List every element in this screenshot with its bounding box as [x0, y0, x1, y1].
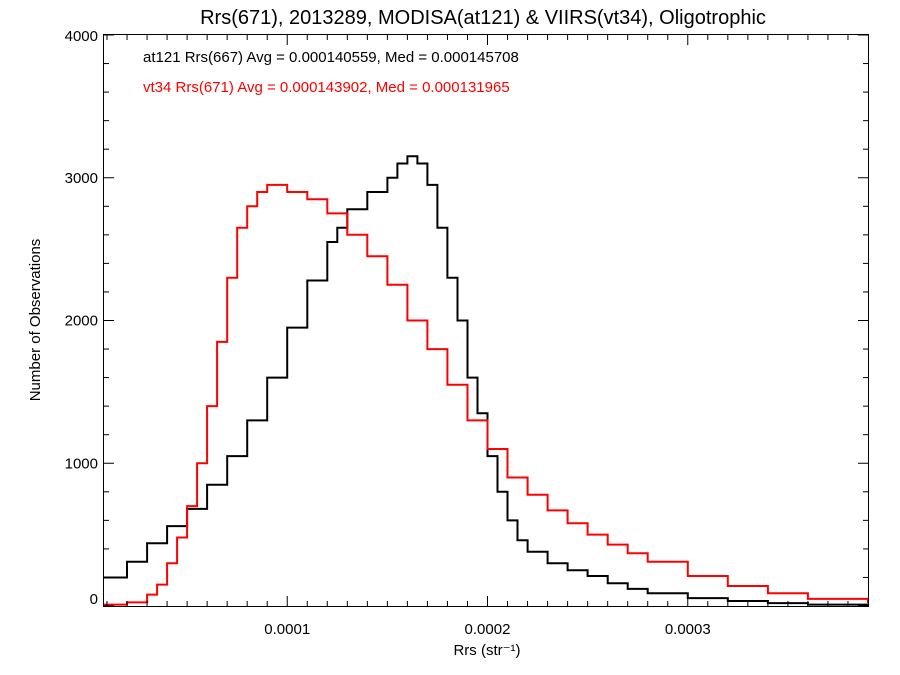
series-line-vt34	[104, 183, 869, 606]
y-tick-label: 2000	[65, 313, 98, 330]
plot-frame	[103, 34, 869, 607]
y-tick-label: 4000	[65, 28, 98, 45]
x-axis-label: Rrs (str⁻¹)	[453, 642, 520, 659]
y-tick-label: 1000	[65, 455, 98, 472]
annotation-at121: at121 Rrs(667) Avg = 0.000140559, Med = …	[143, 49, 519, 66]
ticks-layer: 0 1000 2000 3000 4000 0.0001 0.0002 0.0003	[65, 28, 868, 638]
y-tick-label: 3000	[65, 170, 98, 187]
y-tick-label: 0	[90, 591, 98, 608]
annotation-vt34: vt34 Rrs(671) Avg = 0.000143902, Med = 0…	[143, 79, 510, 96]
chart-title: Rrs(671), 2013289, MODISA(at121) & VIIRS…	[200, 7, 766, 29]
series-line-at121	[104, 155, 869, 606]
x-tick-label: 0.0002	[465, 621, 511, 638]
series-layer	[104, 155, 869, 606]
x-tick-label: 0.0003	[665, 621, 711, 638]
y-axis-label: Number of Observations	[27, 239, 44, 402]
x-tick-label: 0.0001	[264, 621, 310, 638]
